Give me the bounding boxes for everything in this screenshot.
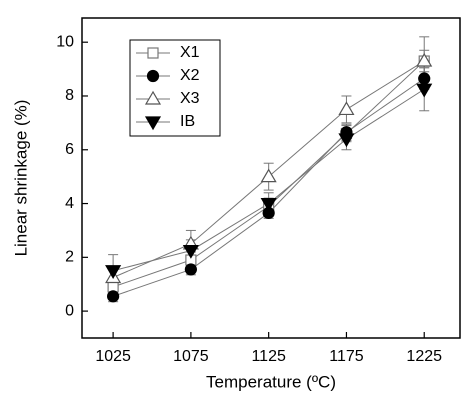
data-point [418,72,431,85]
y-axis-title: Linear shrinkage (%) [11,100,30,257]
legend-label: X3 [180,90,200,107]
legend-marker [144,116,162,131]
y-tick-label: 6 [65,141,74,158]
data-point [338,133,355,148]
y-tick-label: 0 [65,302,74,319]
data-point [105,265,122,279]
x-tick-label: 1075 [173,348,209,365]
x-tick-label: 1025 [95,348,131,365]
legend-label: X2 [180,67,200,84]
data-point [338,101,355,116]
data-point [260,197,277,212]
y-tick-label: 2 [65,249,74,266]
x-tick-label: 1225 [406,348,442,365]
data-point [182,245,199,259]
legend-marker [146,69,160,83]
legend: X1 X2 X3 IB [129,39,221,137]
data-point [416,52,433,67]
y-tick-label: 10 [56,33,74,50]
data-point [184,263,197,276]
y-tick-label: 8 [65,87,74,104]
legend-label: IB [180,113,195,130]
legend-marker [144,90,162,105]
legend-box [129,39,221,137]
legend-marker [147,47,159,59]
y-tick-label: 4 [65,195,74,212]
x-tick-label: 1175 [329,348,364,365]
data-point [416,83,433,98]
x-tick-label: 1125 [251,348,286,365]
legend-label: X1 [180,44,200,61]
data-point [260,168,277,183]
plot-frame [81,17,461,339]
data-point [107,290,120,303]
x-axis-title: Temperature (ºC) [206,372,336,391]
